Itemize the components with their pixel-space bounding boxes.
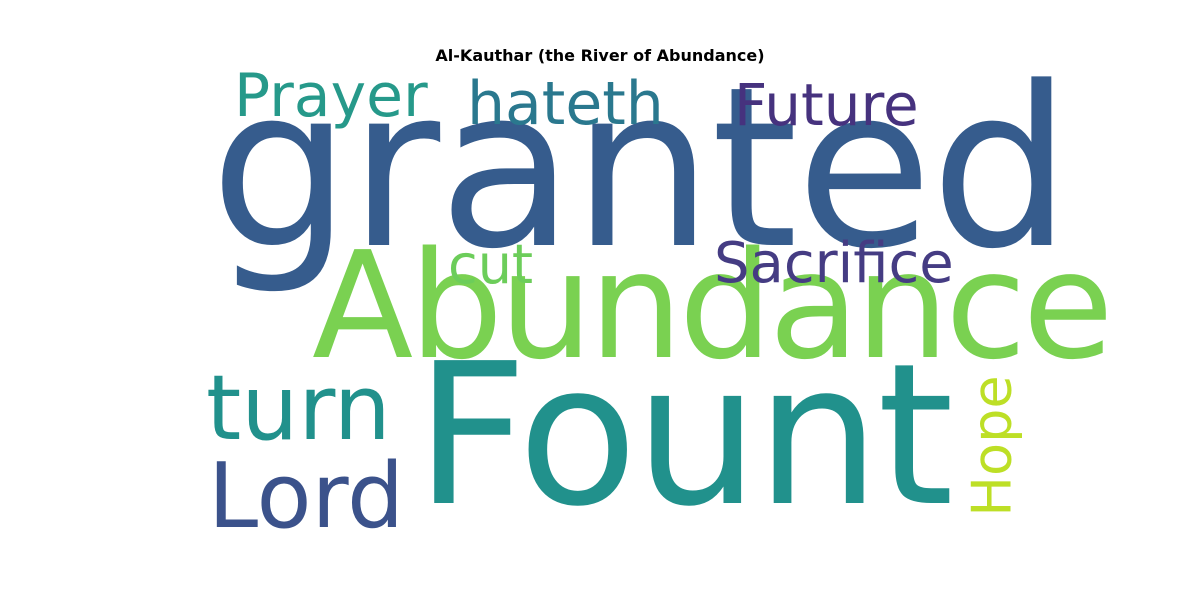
- chart-title: Al-Kauthar (the River of Abundance): [435, 46, 765, 65]
- word-hateth: hateth: [467, 69, 664, 139]
- word-fount: Fount: [415, 322, 954, 550]
- word-abundance: Abundance: [312, 220, 1114, 392]
- word-future: Future: [734, 71, 919, 139]
- word-prayer: Prayer: [234, 61, 428, 131]
- word-lord: Lord: [208, 444, 405, 549]
- word-granted: granted: [210, 40, 1071, 298]
- word-hope: Hope: [960, 375, 1024, 517]
- word-cut: cut: [448, 233, 534, 296]
- word-turn: turn: [206, 356, 391, 461]
- word-sacrifice: Sacrifice: [714, 231, 954, 296]
